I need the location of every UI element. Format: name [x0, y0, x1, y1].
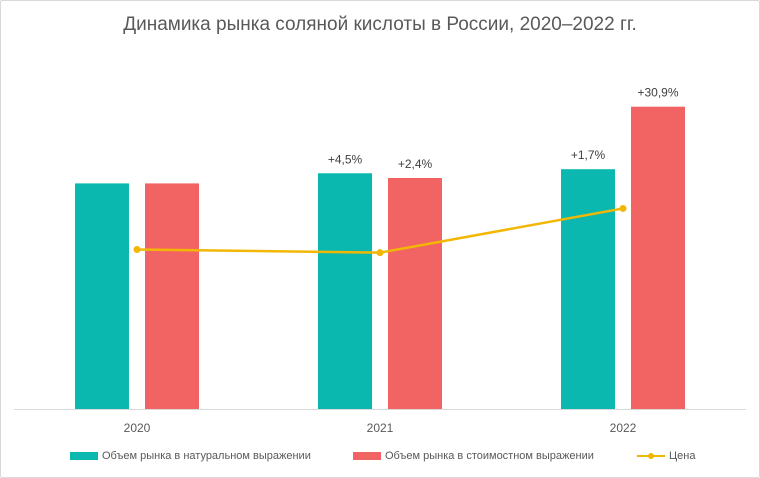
- data-label-volume-physical-2021: +4,5%: [328, 152, 363, 166]
- price-line: [135, 207, 625, 254]
- data-label-volume-value-2021: +2,4%: [398, 157, 433, 171]
- legend-swatch-volume-physical: [70, 452, 98, 460]
- legend-label-volume-physical: Объем рынка в натуральном выражении: [102, 450, 311, 462]
- bar-volume-physical-2022: [561, 169, 615, 409]
- data-label-volume-physical-2022: +1,7%: [571, 148, 606, 162]
- x-tick-label-2022: 2022: [610, 421, 637, 435]
- legend-item-price: Цена: [637, 450, 695, 462]
- legend-label-price: Цена: [669, 450, 696, 462]
- bar-volume-physical-2021: [318, 173, 372, 409]
- chart-title: Динамика рынка соляной кислоты в России,…: [123, 14, 637, 35]
- bar-volume-value-2020: [145, 183, 199, 409]
- x-tick-label-2020: 2020: [124, 421, 151, 435]
- price-point-2020: [133, 246, 141, 254]
- chart-legend: Объем рынка в натуральном выражении Объе…: [0, 450, 760, 468]
- price-point-2022: [619, 204, 627, 212]
- bar-volume-value-2022: [631, 106, 685, 409]
- bar-volume-physical-2020: [75, 183, 129, 409]
- legend-swatch-volume-value: [353, 452, 381, 460]
- legend-item-volume-physical: Объем рынка в натуральном выражении: [70, 450, 311, 462]
- bar-volume-value-2021: [388, 177, 442, 409]
- legend-item-volume-value: Объем рынка в стоимостном выражении: [353, 450, 594, 462]
- data-label-volume-value-2022: +30,9%: [637, 86, 678, 100]
- x-tick-label-2021: 2021: [367, 421, 394, 435]
- legend-line-price: [637, 452, 665, 460]
- price-point-2021: [376, 249, 384, 257]
- legend-label-volume-value: Объем рынка в стоимостном выражении: [385, 450, 594, 462]
